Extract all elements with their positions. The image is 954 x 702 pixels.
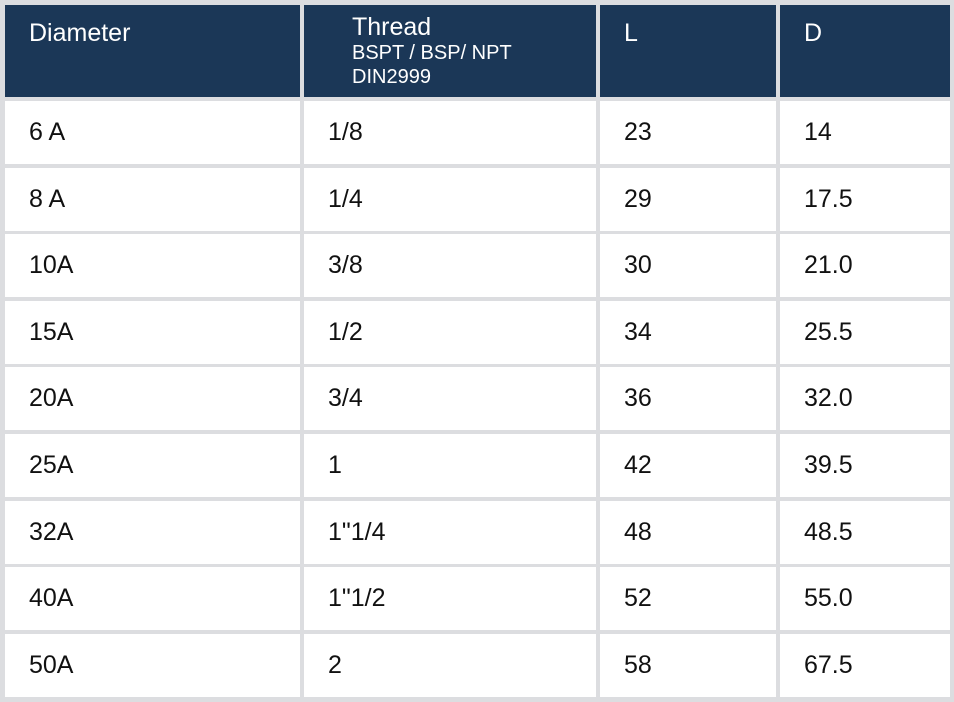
table-cell: 1/8 bbox=[304, 101, 596, 164]
table-cell: 1"1/4 bbox=[304, 500, 596, 564]
table-cell: 3/4 bbox=[304, 367, 596, 431]
table-cell: 42 bbox=[600, 434, 776, 497]
table-cell: 15A bbox=[5, 300, 300, 364]
table-cell: 20A bbox=[5, 367, 300, 431]
table-cell: 30 bbox=[600, 234, 776, 298]
header-cell: Thread BSPT / BSP/ NPT DIN2999 bbox=[304, 5, 596, 97]
header-cell: L bbox=[600, 5, 776, 97]
table-cell: 10A bbox=[5, 234, 300, 298]
header-text: D bbox=[804, 19, 823, 47]
table-cell: 48.5 bbox=[780, 500, 950, 564]
table-cell: 8 A bbox=[5, 167, 300, 231]
header-text: Thread bbox=[352, 13, 432, 41]
table-cell: 52 bbox=[600, 567, 776, 631]
table-cell: 67.5 bbox=[780, 633, 950, 697]
table-cell: 40A bbox=[5, 567, 300, 631]
table-cell: 29 bbox=[600, 167, 776, 231]
table-cell: 14 bbox=[780, 101, 950, 164]
table-cell: 1/2 bbox=[304, 300, 596, 364]
table-cell: 1 bbox=[304, 434, 596, 497]
table-cell: 21.0 bbox=[780, 234, 950, 298]
table-cell: 25A bbox=[5, 434, 300, 497]
table-cell: 32A bbox=[5, 500, 300, 564]
table-cell: 36 bbox=[600, 367, 776, 431]
table-cell: 1"1/2 bbox=[304, 567, 596, 631]
header-text: L bbox=[624, 19, 638, 47]
table-cell: 23 bbox=[600, 101, 776, 164]
header-cell: D bbox=[780, 5, 950, 97]
header-subtext: DIN2999 bbox=[352, 66, 431, 88]
table-cell: 50A bbox=[5, 633, 300, 697]
table-cell: 2 bbox=[304, 633, 596, 697]
table-cell: 55.0 bbox=[780, 567, 950, 631]
table-cell: 48 bbox=[600, 500, 776, 564]
header-text: Diameter bbox=[29, 19, 131, 47]
header-subtext: BSPT / BSP/ NPT bbox=[352, 42, 512, 64]
table-cell: 3/8 bbox=[304, 234, 596, 298]
table-cell: 1/4 bbox=[304, 167, 596, 231]
table-cell: 39.5 bbox=[780, 434, 950, 497]
table-cell: 6 A bbox=[5, 101, 300, 164]
header-cell: Diameter bbox=[5, 5, 300, 97]
table-cell: 25.5 bbox=[780, 300, 950, 364]
table-cell: 32.0 bbox=[780, 367, 950, 431]
table-cell: 58 bbox=[600, 633, 776, 697]
table-cell: 34 bbox=[600, 300, 776, 364]
table-cell: 17.5 bbox=[780, 167, 950, 231]
